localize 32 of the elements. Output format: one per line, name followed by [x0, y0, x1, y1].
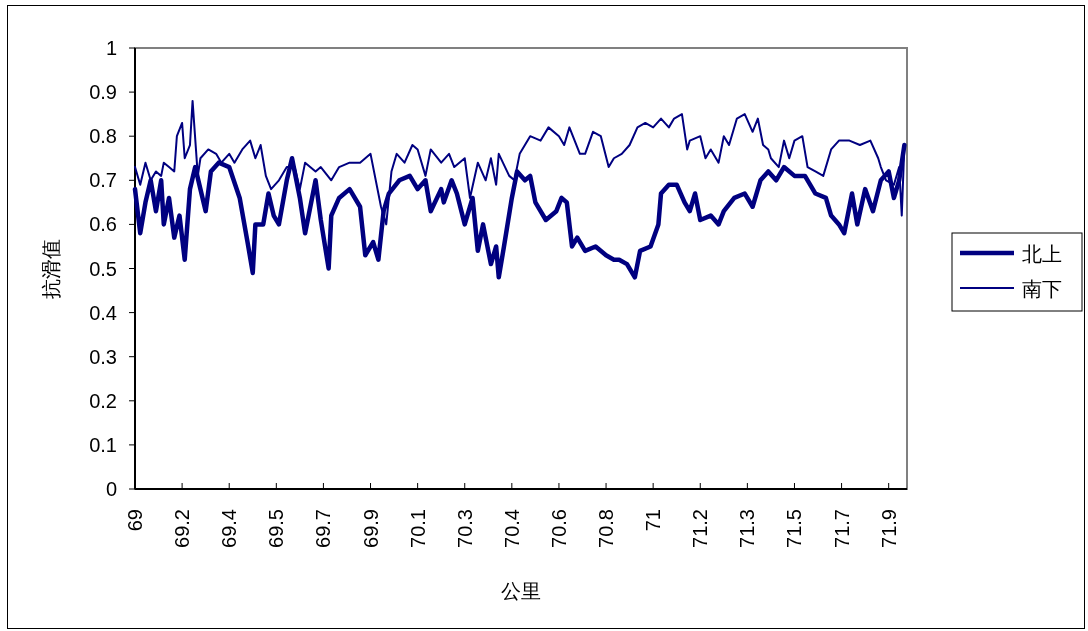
x-tick-label: 71.5 — [783, 509, 806, 548]
x-tick-label: 70.8 — [595, 509, 618, 548]
y-tick-label: 0.3 — [89, 345, 117, 368]
x-tick-label: 71 — [642, 509, 665, 532]
y-tick-label: 0.9 — [89, 81, 117, 104]
x-tick-label: 69.4 — [218, 509, 241, 548]
x-tick-label: 70.1 — [406, 509, 429, 548]
y-tick-label: 0.8 — [89, 125, 117, 148]
y-tick-label: 0 — [105, 478, 117, 500]
x-axis-title: 公里 — [501, 580, 541, 602]
x-tick-label: 69.5 — [265, 509, 288, 548]
y-tick-label: 0.1 — [89, 433, 117, 456]
x-tick-label: 70.6 — [547, 509, 570, 548]
x-tick-label: 71.2 — [689, 509, 712, 548]
x-tick-label: 69.2 — [171, 509, 194, 548]
x-tick-label: 70.4 — [500, 509, 523, 548]
y-tick-label: 0.7 — [89, 169, 117, 192]
y-axis-title: 抗滑值 — [40, 238, 62, 299]
y-tick-label: 1 — [105, 37, 117, 59]
y-tick-label: 0.4 — [89, 301, 117, 324]
x-tick-label: 71.7 — [830, 509, 853, 548]
legend-label: 北上 — [1022, 243, 1062, 265]
x-tick-label: 69.7 — [312, 509, 335, 548]
x-tick-label: 69 — [124, 509, 146, 532]
x-tick-label: 71.9 — [877, 509, 900, 548]
y-tick-label: 0.2 — [89, 389, 117, 412]
y-tick-label: 0.5 — [89, 257, 117, 280]
x-tick-label: 71.3 — [736, 509, 759, 548]
x-tick-label: 70.3 — [453, 509, 476, 548]
legend-label: 南下 — [1022, 278, 1062, 300]
y-tick-label: 0.6 — [89, 213, 117, 236]
x-tick-label: 69.9 — [359, 509, 382, 548]
